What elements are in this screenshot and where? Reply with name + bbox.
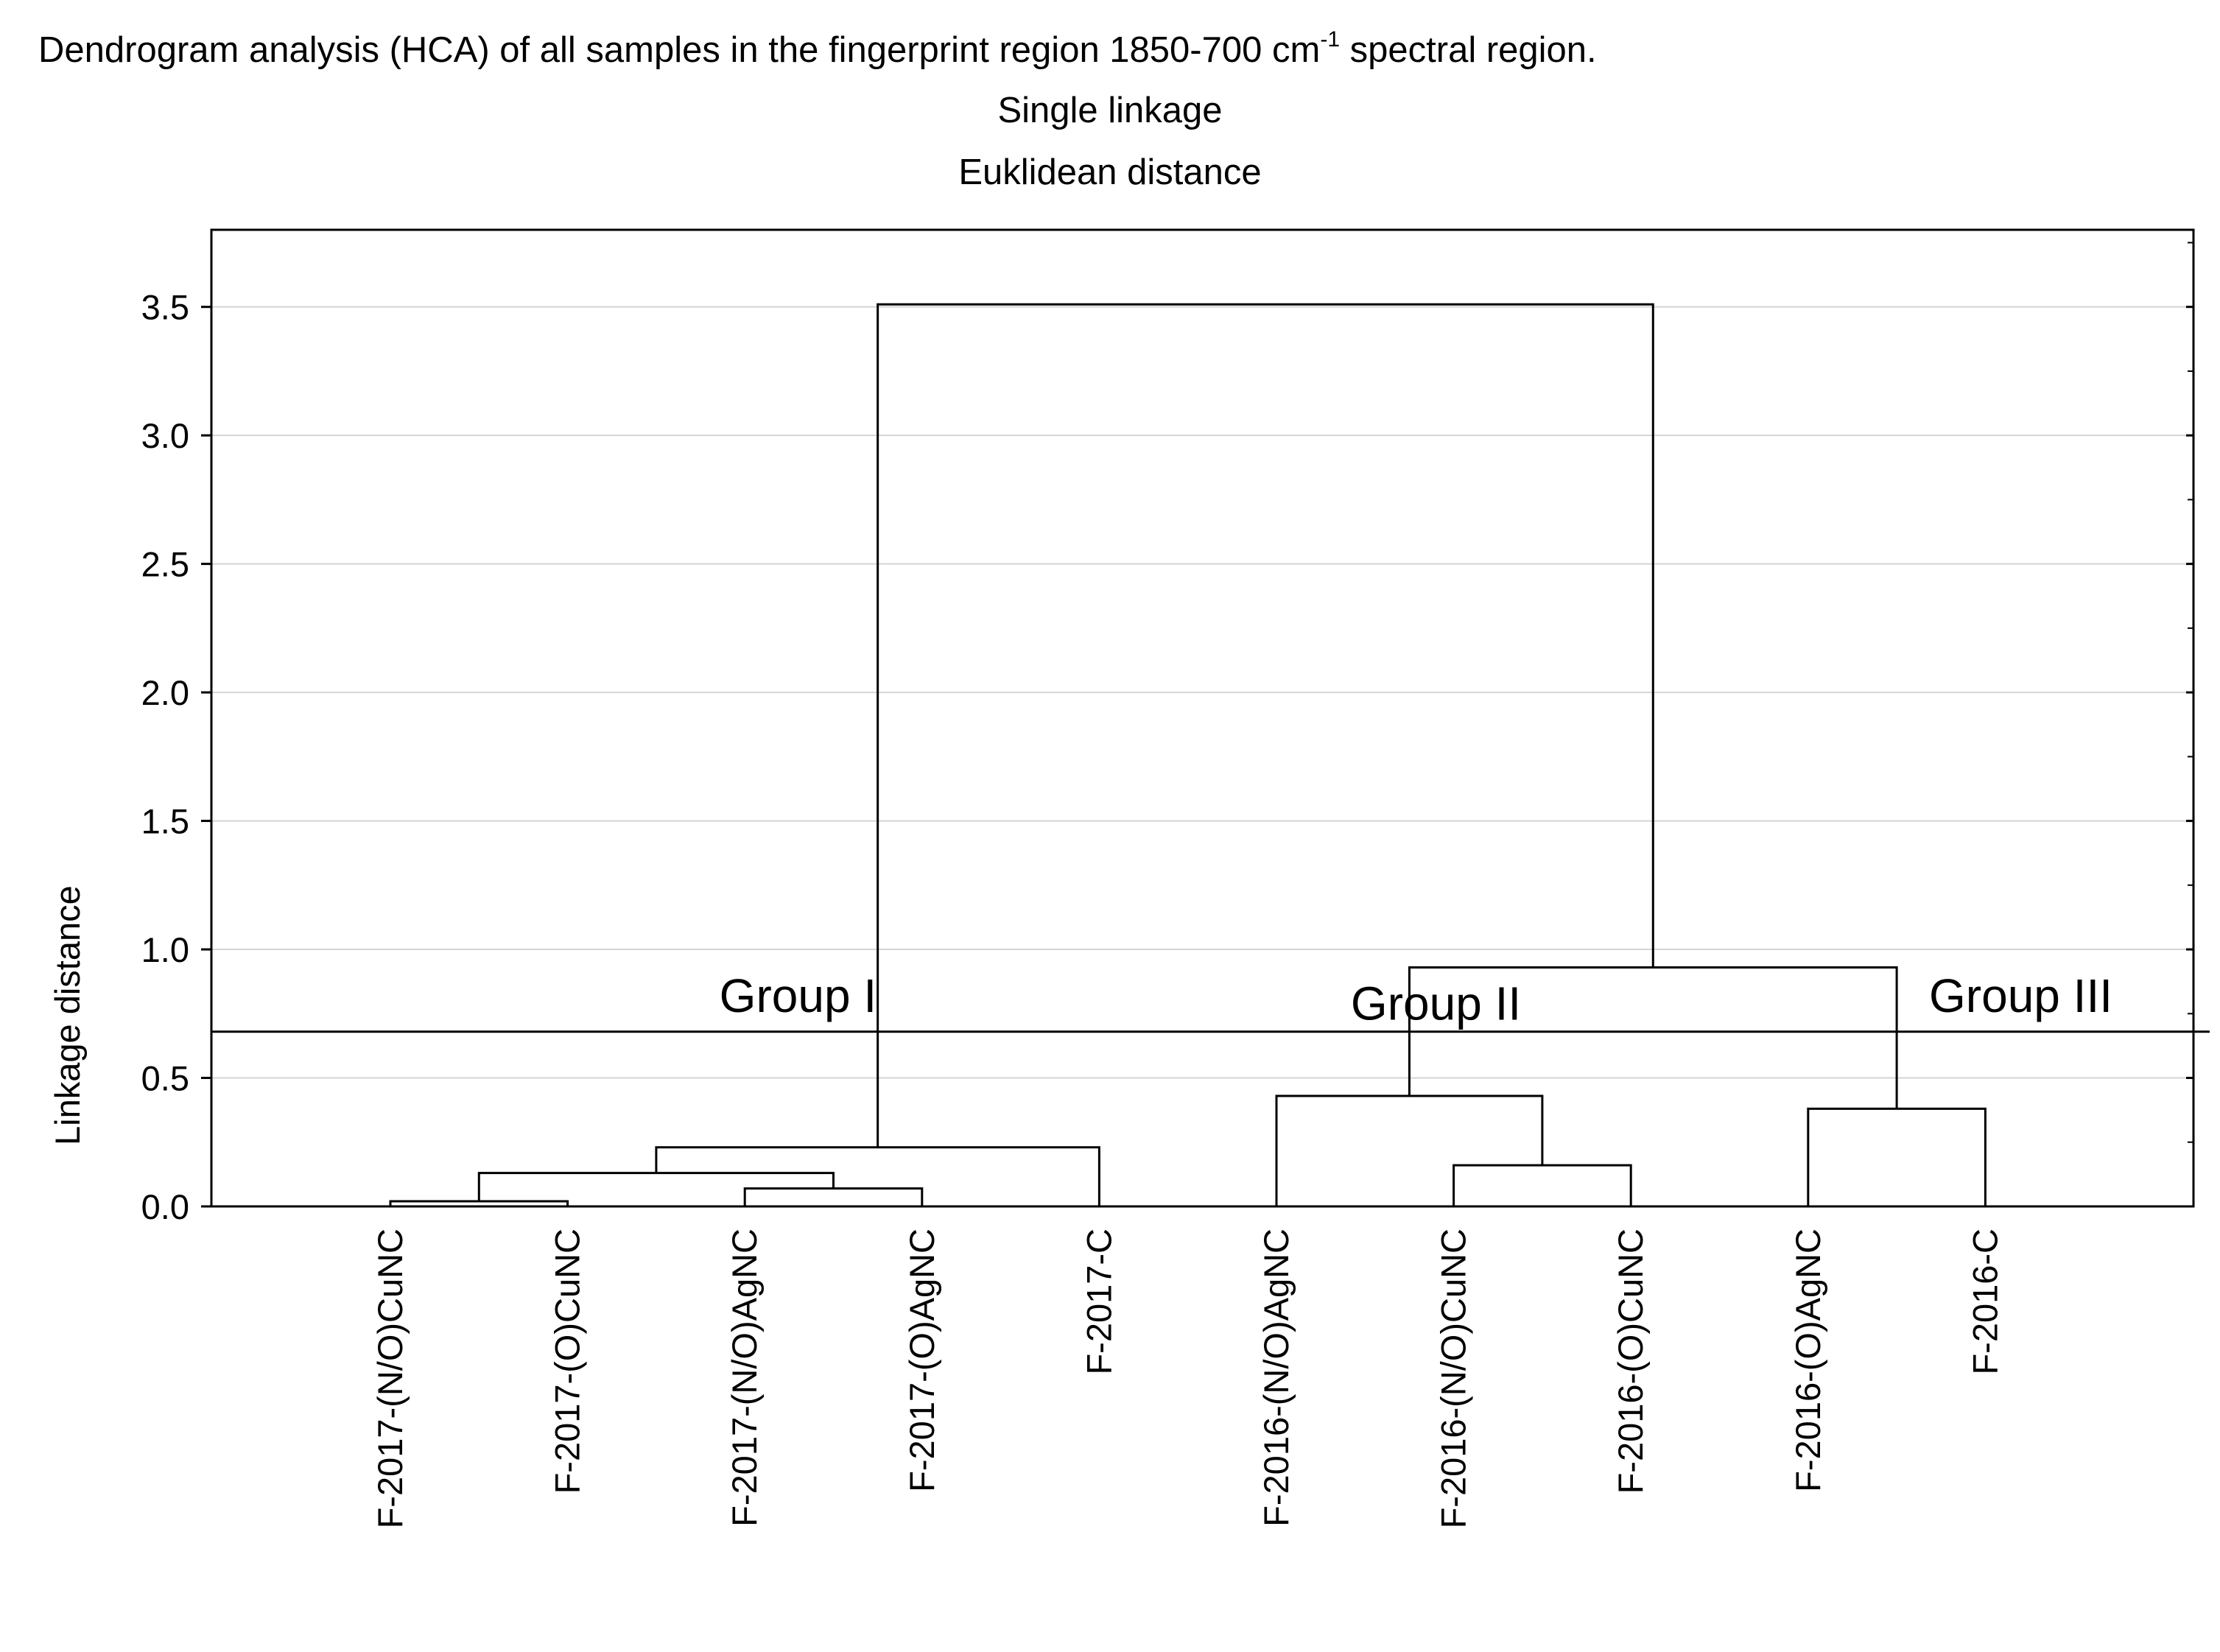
dendrogram-link-M6 <box>1807 1107 1987 1206</box>
leaf-label: F-2016-(O)CuNC <box>1611 1229 1650 1494</box>
chart-subtitle-distance: Euklidean distance <box>958 152 1262 192</box>
plot-frame <box>210 228 2195 1208</box>
dendrogram-branches <box>389 303 1987 1206</box>
leaf-label: F-2016-(O)AgNC <box>1788 1229 1827 1492</box>
leaf-label: F-2016-(N/O)AgNC <box>1257 1229 1296 1527</box>
group-labels: Group I Group II Group III <box>720 969 2112 1030</box>
chart-title-text: Dendrogram analysis (HCA) of all samples… <box>38 30 1321 70</box>
y-axis-ticks: 0.0 0.5 1.0 1.5 2.0 2.5 3.0 3.5 <box>141 242 2193 1226</box>
dendrogram-link-M4 <box>1453 1164 1632 1206</box>
leaf-label: F-2016-C <box>1965 1229 2004 1375</box>
leaf-label: F-2017-(N/O)CuNC <box>370 1229 410 1528</box>
group-label: Group I <box>720 969 877 1022</box>
chart-title-superscript: -1 <box>1320 27 1341 52</box>
y-tick-label: 1.5 <box>141 802 189 841</box>
group-label: Group III <box>1929 969 2112 1022</box>
leaf-label: F-2017-(O)AgNC <box>902 1229 941 1492</box>
chart-title: Dendrogram analysis (HCA) of all samples… <box>38 27 1597 71</box>
dendrogram-link-M1 <box>743 1187 924 1206</box>
y-tick-label: 2.0 <box>141 673 189 712</box>
dendrogram-link-M3 <box>655 1146 1100 1206</box>
leaf-label: F-2017-(N/O)AgNC <box>725 1229 764 1527</box>
dendrogram-link-M2 <box>477 1172 835 1202</box>
y-axis-label: Linkage distance <box>48 885 87 1145</box>
leaf-label: F-2017-C <box>1079 1229 1118 1375</box>
group-label: Group II <box>1351 977 1521 1030</box>
y-tick-label: 0.5 <box>141 1059 189 1098</box>
chart-title-tail: spectral region. <box>1340 30 1597 70</box>
y-tick-label: 3.0 <box>141 416 189 455</box>
leaf-label: F-2017-(O)CuNC <box>548 1229 587 1494</box>
gridlines <box>211 306 2193 1079</box>
leaf-labels: F-2017-(N/O)CuNC F-2017-(O)CuNC F-2017-(N/… <box>370 1229 2004 1528</box>
leaf-label: F-2016-(N/O)CuNC <box>1434 1229 1473 1528</box>
y-tick-label: 0.0 <box>141 1187 189 1226</box>
y-tick-label: 3.5 <box>141 288 189 327</box>
dendrogram-link-M8 <box>877 303 1654 1147</box>
y-tick-label: 2.5 <box>141 545 189 584</box>
y-tick-label: 1.0 <box>141 930 189 969</box>
chart-subtitle-linkage: Single linkage <box>997 91 1223 130</box>
dendrogram-link-M5 <box>1275 1094 1544 1206</box>
